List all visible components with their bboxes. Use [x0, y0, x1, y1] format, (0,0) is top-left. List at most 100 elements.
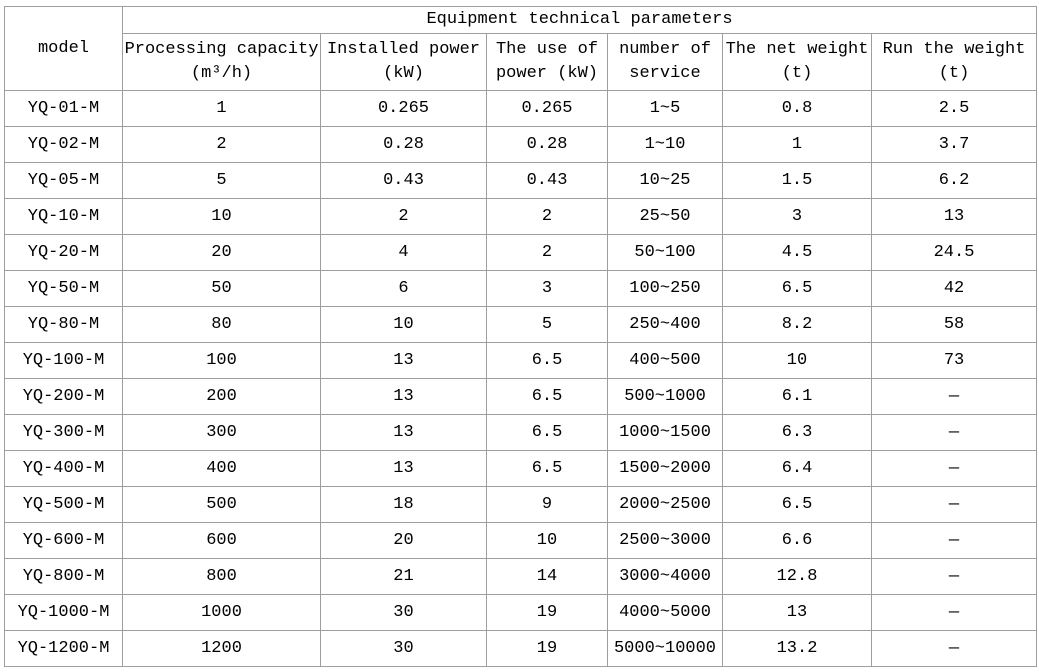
- title-row: model Equipment technical parameters: [4, 6, 1038, 91]
- value-cell: 2.5: [870, 90, 1038, 127]
- value-cell: 250~400: [607, 306, 723, 343]
- column-header-processing-capacity: Processing capacity (m³/h): [122, 33, 321, 91]
- value-cell: 20: [320, 522, 487, 559]
- value-cell: 600: [122, 522, 321, 559]
- value-cell: 6.4: [722, 450, 872, 487]
- value-cell: 13: [320, 378, 487, 415]
- value-cell: 1: [122, 90, 321, 127]
- value-cell: 0.43: [320, 162, 487, 199]
- value-cell: 6.5: [486, 378, 608, 415]
- value-cell: 30: [320, 630, 487, 667]
- table-row: YQ-80-M 80 10 5 250~400 8.2 58: [4, 306, 1038, 343]
- value-cell: 2: [486, 234, 608, 271]
- value-cell: 10: [722, 342, 872, 379]
- column-header-use-of-power: The use of power (kW): [486, 33, 608, 91]
- value-cell: 8.2: [722, 306, 872, 343]
- value-cell: —: [870, 630, 1038, 667]
- value-cell: 0.265: [486, 90, 608, 127]
- value-cell: 1: [722, 126, 872, 163]
- value-cell: —: [870, 414, 1038, 451]
- column-header-label: The net weight: [725, 40, 869, 59]
- value-cell: 3: [486, 270, 608, 307]
- model-cell: YQ-400-M: [4, 450, 123, 487]
- value-cell: 6: [320, 270, 487, 307]
- value-cell: 19: [486, 630, 608, 667]
- value-cell: 100~250: [607, 270, 723, 307]
- value-cell: 6.5: [486, 450, 608, 487]
- value-cell: 6.5: [722, 270, 872, 307]
- model-cell: YQ-01-M: [4, 90, 123, 127]
- value-cell: 58: [870, 306, 1038, 343]
- value-cell: 20: [122, 234, 321, 271]
- model-column-header: model: [4, 6, 123, 91]
- table-row: YQ-1000-M 1000 30 19 4000~5000 13—: [4, 594, 1038, 631]
- column-header-label: Processing capacity: [124, 40, 319, 59]
- value-cell: 1~10: [607, 126, 723, 163]
- value-cell: 3000~4000: [607, 558, 723, 595]
- value-cell: 0.28: [486, 126, 608, 163]
- table-row: YQ-200-M 200 13 6.5 500~1000 6.1—: [4, 378, 1038, 415]
- table-title: Equipment technical parameters: [121, 6, 1038, 34]
- equipment-parameters-table: model Equipment technical parameters Pro…: [4, 6, 1038, 667]
- value-cell: 200: [122, 378, 321, 415]
- value-cell: 13: [320, 414, 487, 451]
- value-cell: 30: [320, 594, 487, 631]
- value-cell: 2: [122, 126, 321, 163]
- value-cell: 0.28: [320, 126, 487, 163]
- table-row: YQ-10-M 10 2 2 25~50 3 13: [4, 198, 1038, 235]
- table-row: YQ-01-M 1 0.265 0.265 1~5 0.8 2.5: [4, 90, 1038, 127]
- value-cell: —: [870, 594, 1038, 631]
- value-cell: 4: [320, 234, 487, 271]
- value-cell: 10: [320, 306, 487, 343]
- value-cell: 1200: [122, 630, 321, 667]
- value-cell: 12.8: [722, 558, 872, 595]
- column-header-label: The use of: [495, 40, 599, 59]
- model-cell: YQ-600-M: [4, 522, 123, 559]
- table-header: model Equipment technical parameters Pro…: [4, 6, 1038, 91]
- value-cell: 3.7: [870, 126, 1038, 163]
- column-header-unit: (kW): [383, 64, 424, 83]
- value-cell: 13: [722, 594, 872, 631]
- table-row: YQ-05-M 5 0.43 0.43 10~25 1.5 6.2: [4, 162, 1038, 199]
- value-cell: 10: [486, 522, 608, 559]
- column-header-unit: power (kW): [495, 64, 599, 83]
- value-cell: —: [870, 558, 1038, 595]
- model-cell: YQ-80-M: [4, 306, 123, 343]
- value-cell: 5: [122, 162, 321, 199]
- table-row: YQ-20-M 20 4 2 50~100 4.5 24.5: [4, 234, 1038, 271]
- model-cell: YQ-300-M: [4, 414, 123, 451]
- value-cell: 0.265: [320, 90, 487, 127]
- column-header-run-weight: Run the weight (t): [870, 33, 1038, 91]
- value-cell: 73: [870, 342, 1038, 379]
- table-row: YQ-100-M 100 13 6.5 400~500 10 73: [4, 342, 1038, 379]
- value-cell: 1000~1500: [607, 414, 723, 451]
- model-cell: YQ-800-M: [4, 558, 123, 595]
- table-row: YQ-400-M 400 13 6.5 1500~2000 6.4—: [4, 450, 1038, 487]
- column-header-number-of-service: number of service: [607, 33, 723, 91]
- value-cell: 21: [320, 558, 487, 595]
- value-cell: 80: [122, 306, 321, 343]
- value-cell: 13: [870, 198, 1038, 235]
- value-cell: 1000: [122, 594, 321, 631]
- value-cell: 10: [122, 198, 321, 235]
- table-body: YQ-01-M 1 0.265 0.265 1~5 0.8 2.5 YQ-02-M 2 0.28 0…: [4, 90, 1038, 667]
- value-cell: 0.43: [486, 162, 608, 199]
- column-header-installed-power: Installed power (kW): [320, 33, 487, 91]
- value-cell: —: [870, 486, 1038, 523]
- value-cell: 6.2: [870, 162, 1038, 199]
- value-cell: 100: [122, 342, 321, 379]
- value-cell: 500: [122, 486, 321, 523]
- value-cell: 300: [122, 414, 321, 451]
- value-cell: 24.5: [870, 234, 1038, 271]
- value-cell: 6.5: [486, 342, 608, 379]
- model-cell: YQ-1200-M: [4, 630, 123, 667]
- value-cell: 42: [870, 270, 1038, 307]
- value-cell: 13.2: [722, 630, 872, 667]
- value-cell: 6.5: [722, 486, 872, 523]
- value-cell: 500~1000: [607, 378, 723, 415]
- value-cell: 5: [486, 306, 608, 343]
- value-cell: —: [870, 378, 1038, 415]
- value-cell: 400~500: [607, 342, 723, 379]
- value-cell: 10~25: [607, 162, 723, 199]
